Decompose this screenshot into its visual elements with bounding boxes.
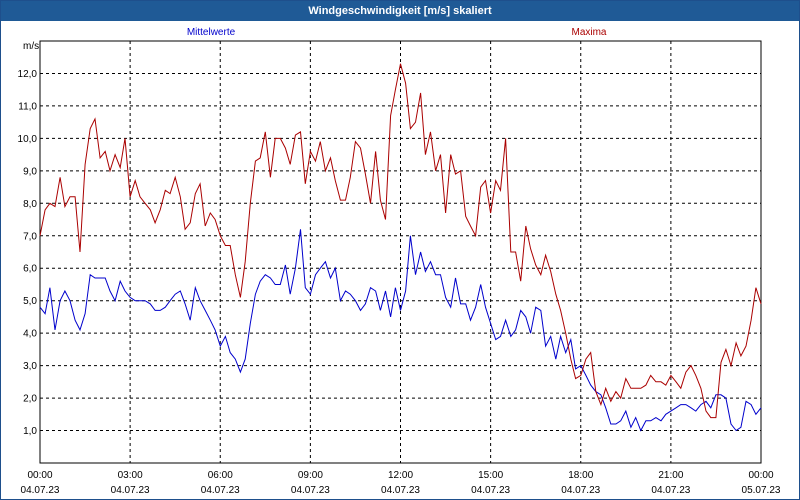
x-tick-time: 00:00 <box>27 470 52 481</box>
y-tick-label: 3,0 <box>23 361 37 372</box>
x-tick-date: 04.07.23 <box>291 485 330 496</box>
x-tick-time: 09:00 <box>298 470 323 481</box>
x-tick-date: 04.07.23 <box>201 485 240 496</box>
x-tick-time: 06:00 <box>208 470 233 481</box>
x-tick-labels: 00:00 04.07.23 03:00 04.07.23 06:00 04.07.23 0… <box>21 470 781 496</box>
x-tick-time: 18:00 <box>568 470 593 481</box>
x-tick-time: 21:00 <box>658 470 683 481</box>
x-tick-date: 05.07.23 <box>742 485 781 496</box>
y-tick-label: 7,0 <box>23 231 37 242</box>
x-tick-date: 04.07.23 <box>111 485 150 496</box>
x-tick-time: 03:00 <box>118 470 143 481</box>
x-tick-date: 04.07.23 <box>651 485 690 496</box>
line-chart: m/s Mittelwerte Maxima 1,0 2,0 3,0 4,0 5,0 6,… <box>18 27 781 496</box>
series-line-mittelwerte <box>39 229 762 432</box>
legend-mittelwerte: Mittelwerte <box>187 27 236 38</box>
grid <box>40 41 761 463</box>
y-tick-label: 8,0 <box>23 199 37 210</box>
x-tick-date: 04.07.23 <box>381 485 420 496</box>
legend-maxima: Maxima <box>571 27 606 38</box>
y-tick-label: 9,0 <box>23 166 37 177</box>
y-tick-labels: 1,0 2,0 3,0 4,0 5,0 6,0 7,0 8,0 9,0 10,0 11,0 12,0 <box>18 69 38 437</box>
x-tick-time: 00:00 <box>748 470 773 481</box>
window-title: Windgeschwindigkeit [m/s] skaliert <box>1 1 799 21</box>
y-tick-label: 12,0 <box>18 69 38 80</box>
y-tick-label: 1,0 <box>23 426 37 437</box>
y-tick-label: 6,0 <box>23 264 37 275</box>
plot-area-border <box>39 40 762 464</box>
y-tick-label: 4,0 <box>23 329 37 340</box>
series-lines <box>39 63 762 432</box>
y-tick-label: 10,0 <box>18 134 38 145</box>
y-tick-label: 5,0 <box>23 296 37 307</box>
x-tick-time: 12:00 <box>388 470 413 481</box>
y-axis-label: m/s <box>23 41 39 52</box>
x-tick-time: 15:00 <box>478 470 503 481</box>
x-tick-date: 04.07.23 <box>471 485 510 496</box>
series-line-maxima <box>39 63 762 419</box>
y-tick-label: 11,0 <box>18 101 37 112</box>
y-tick-label: 2,0 <box>23 394 37 405</box>
x-tick-date: 04.07.23 <box>21 485 60 496</box>
x-tick-date: 04.07.23 <box>561 485 600 496</box>
